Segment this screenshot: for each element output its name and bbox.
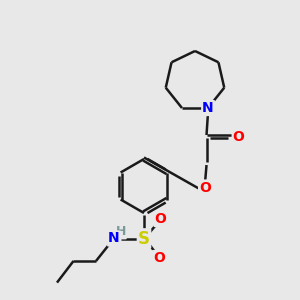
Text: S: S	[138, 230, 150, 247]
Text: O: O	[233, 130, 244, 143]
Text: O: O	[153, 251, 165, 265]
Text: N: N	[108, 232, 120, 245]
Text: H: H	[116, 225, 126, 239]
Text: N: N	[202, 101, 214, 115]
Text: O: O	[154, 212, 166, 226]
Text: O: O	[199, 181, 211, 194]
